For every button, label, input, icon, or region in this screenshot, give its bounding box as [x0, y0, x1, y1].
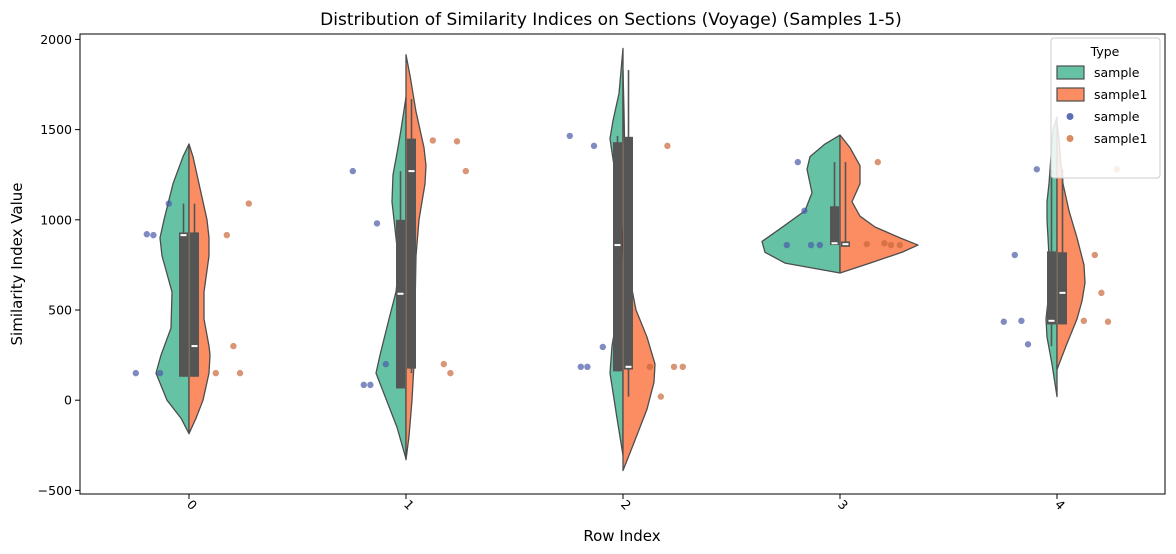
point-sample [1011, 251, 1018, 259]
point-sample [150, 231, 157, 239]
point-sample [373, 220, 381, 227]
legend-swatch [1056, 87, 1085, 102]
point-sample1 [1080, 317, 1088, 325]
point-sample1 [646, 363, 653, 371]
y-tick-label: 2000 [40, 32, 72, 47]
box-iqr [830, 206, 839, 246]
x-tick-label: 4 [1052, 497, 1068, 513]
y-tick-label: 1500 [40, 122, 72, 137]
point-sample1 [245, 200, 252, 207]
point-sample [801, 207, 808, 214]
violin-group [761, 134, 919, 274]
point-sample [590, 142, 598, 150]
point-sample1 [236, 369, 244, 377]
point-sample [807, 241, 815, 249]
point-sample [132, 369, 139, 377]
legend-label: sample1 [1094, 131, 1147, 146]
y-tick-label: 500 [48, 303, 72, 318]
point-sample [349, 167, 356, 175]
point-sample1 [223, 231, 230, 239]
point-sample1 [1091, 251, 1099, 259]
box-iqr [396, 219, 405, 389]
legend-label: sample1 [1094, 87, 1147, 102]
x-tick-label: 1 [401, 497, 417, 513]
box-iqr [179, 232, 188, 377]
point-sample1 [1098, 289, 1105, 297]
point-sample [599, 343, 606, 351]
y-tick-label: −500 [38, 483, 72, 498]
violin-group [609, 47, 656, 472]
point-sample1 [657, 393, 664, 400]
point-sample1 [881, 240, 888, 247]
point-sample [1024, 341, 1032, 348]
chart-title: Distribution of Similarity Indices on Se… [320, 10, 902, 30]
point-sample [584, 363, 591, 371]
box-iqr [190, 232, 199, 377]
legend-label: sample [1094, 65, 1140, 80]
point-sample1 [664, 142, 671, 150]
y-tick-label: 1000 [40, 212, 72, 227]
point-sample1 [447, 369, 454, 377]
point-sample [360, 381, 367, 389]
point-sample [1033, 166, 1041, 173]
point-sample [577, 363, 584, 371]
y-tick-label: 0 [64, 393, 72, 408]
violin-group [155, 143, 211, 435]
point-sample1 [453, 138, 461, 145]
point-sample1 [887, 241, 895, 249]
legend-swatch [1056, 65, 1085, 80]
point-sample [143, 231, 150, 238]
point-sample [156, 369, 164, 377]
legend-box [1050, 37, 1161, 179]
point-sample [794, 158, 801, 166]
point-sample1 [462, 167, 469, 175]
violin-group [375, 54, 427, 461]
point-sample [566, 132, 573, 140]
box-iqr [1058, 252, 1067, 325]
point-sample [382, 360, 389, 368]
legend-title: Type [1090, 44, 1120, 59]
x-tick-label: 2 [618, 497, 634, 513]
point-sample1 [874, 158, 881, 166]
violin-half-sample1 [839, 134, 919, 274]
point-sample [165, 200, 172, 207]
y-axis: −500 0 500 1000 1500 2000 [38, 32, 80, 498]
box-iqr [407, 138, 416, 369]
violin-group [1045, 116, 1086, 398]
point-sample1 [230, 342, 237, 350]
point-sample1 [429, 137, 436, 144]
point-sample1 [670, 363, 678, 371]
point-sample [816, 241, 823, 249]
box-iqr [624, 136, 633, 370]
violin-half-sample [761, 134, 841, 274]
point-sample [1018, 317, 1025, 325]
box-iqr [1047, 251, 1056, 325]
x-tick-label: 3 [835, 497, 851, 513]
legend: Type sample sample1 sample sample1 [1050, 37, 1161, 179]
point-sample [1000, 318, 1007, 325]
legend-marker [1066, 135, 1074, 142]
x-axis: 0 1 2 3 4 [184, 494, 1068, 513]
point-sample1 [440, 360, 447, 368]
point-sample [367, 381, 374, 389]
point-sample1 [679, 363, 686, 371]
point-sample1 [1104, 318, 1112, 325]
point-sample1 [212, 369, 219, 377]
point-sample1 [896, 241, 903, 249]
x-tick-label: 0 [184, 497, 200, 513]
legend-marker [1066, 113, 1074, 120]
box-iqr [613, 142, 622, 372]
point-sample1 [863, 240, 870, 248]
x-axis-label: Row Index [583, 527, 660, 545]
point-sample [783, 241, 790, 249]
plot-area [132, 47, 1121, 472]
legend-label: sample [1094, 109, 1140, 124]
y-axis-label: Similarity Index Value [8, 183, 26, 346]
